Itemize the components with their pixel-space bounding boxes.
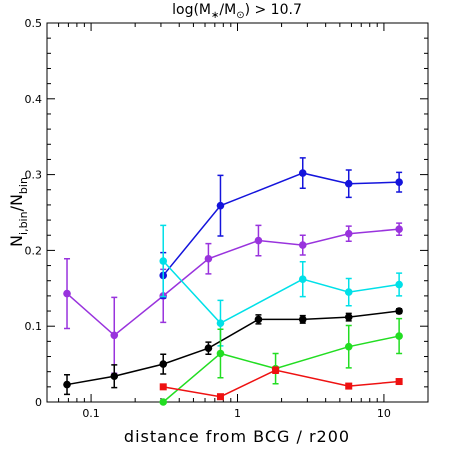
title-part: ⊙ (236, 10, 244, 21)
y-tick-label: 0 (35, 396, 42, 409)
marker (345, 382, 353, 390)
marker (395, 280, 403, 289)
marker (395, 307, 403, 315)
series-line (66, 310, 400, 386)
marker (344, 229, 353, 238)
marker (344, 342, 353, 351)
title-part: ) > 10.7 (245, 2, 302, 18)
marker (204, 254, 213, 263)
chart-title: log(M∗/M⊙) > 10.7 (172, 2, 302, 21)
marker (254, 236, 263, 245)
x-tick-label: 0.1 (82, 407, 100, 420)
series-line (66, 228, 400, 337)
title-part: log(M (172, 2, 211, 18)
y-tick-label: 0.4 (25, 93, 43, 106)
series-line (162, 335, 400, 403)
marker (395, 332, 403, 340)
marker (110, 331, 119, 340)
marker (159, 383, 167, 391)
title-part: /M (219, 2, 236, 18)
marker (216, 349, 225, 358)
marker (298, 315, 307, 324)
marker (254, 315, 263, 324)
marker (63, 289, 71, 298)
title-part: ∗ (211, 10, 219, 21)
x-tick-label: 10 (377, 407, 391, 420)
ylabel-part: i,bin (17, 211, 30, 235)
plot-frame (46, 22, 429, 403)
marker (159, 398, 168, 406)
marker (159, 360, 168, 368)
y-tick-label: 0.1 (25, 320, 43, 333)
ylabel-part: N (7, 235, 26, 247)
marker (159, 257, 168, 265)
marker (216, 319, 225, 327)
series-line (163, 369, 400, 398)
marker (344, 179, 353, 188)
series-line (162, 260, 400, 325)
marker (272, 366, 280, 374)
marker (395, 225, 403, 233)
marker (395, 378, 403, 386)
marker (298, 241, 307, 249)
marker (204, 344, 213, 352)
marker (110, 372, 119, 381)
y-tick-label: 0.5 (25, 17, 43, 30)
marker (344, 313, 353, 321)
marker (216, 393, 224, 401)
ylabel-part: bin (17, 177, 30, 194)
marker (344, 288, 353, 296)
y-tick-label: 0.2 (25, 244, 43, 257)
marker (395, 178, 403, 186)
ylabel-part: /N (7, 194, 26, 211)
y-tick-label: 0.3 (25, 169, 43, 182)
y-axis-label: Ni,bin/Nbin (7, 177, 30, 247)
marker (63, 380, 71, 389)
marker (298, 169, 307, 177)
marker (298, 275, 307, 284)
series-line (162, 172, 400, 276)
marker (216, 201, 225, 210)
x-axis-label: distance from BCG / r200 (124, 427, 350, 446)
x-tick-label: 1 (234, 407, 241, 420)
